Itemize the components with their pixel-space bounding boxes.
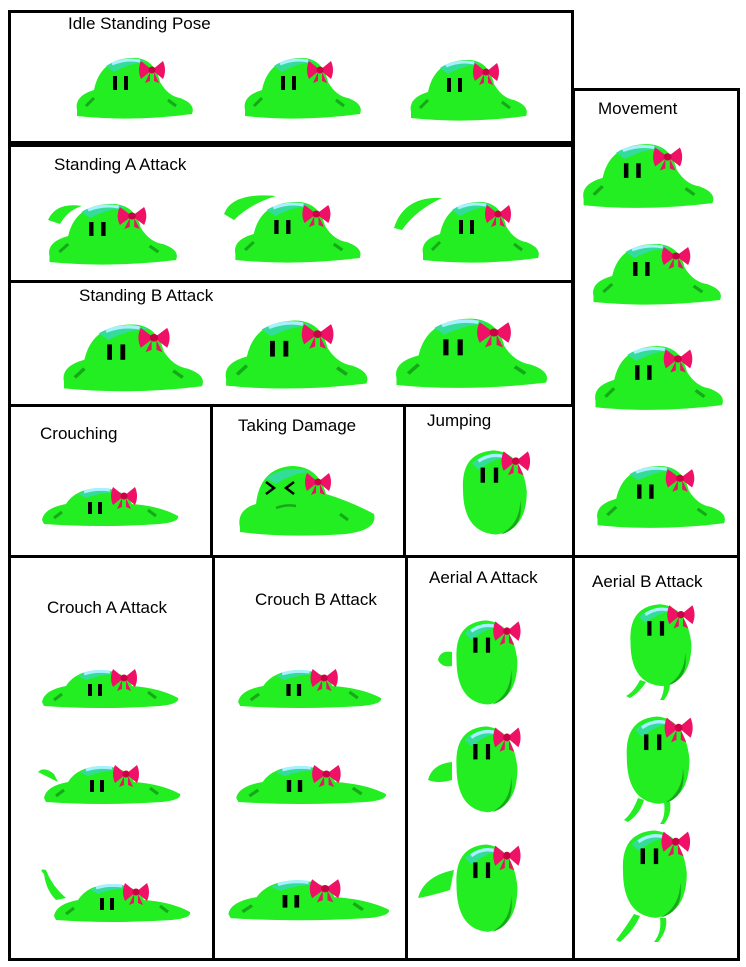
standing-b-frame-3-sprite: [390, 312, 550, 392]
aerial-b-frame-1-sprite: [626, 600, 710, 700]
standing-b-frame-1-sprite: [58, 318, 208, 394]
movement-frame-2-sprite: [588, 238, 728, 312]
crouching-sprite: [40, 482, 182, 530]
jumping-sprite: [452, 446, 536, 540]
standing-a-frame-3-sprite: [394, 197, 544, 268]
label-standing-a: Standing A Attack: [54, 155, 187, 174]
crouch-b-frame-3-sprite: [226, 874, 394, 926]
idle-frame-1-sprite: [72, 52, 198, 124]
damage-sprite: [239, 466, 375, 536]
label-damage: Taking Damage: [238, 416, 357, 435]
movement-frame-1-sprite: [578, 138, 720, 216]
label-jumping: Jumping: [427, 411, 492, 430]
crouch-a-frame-3-sprite: [41, 869, 198, 930]
movement-frame-3-sprite: [590, 340, 732, 416]
idle-frame-2-sprite: [240, 52, 366, 124]
label-aerial-b: Aerial B Attack: [592, 572, 703, 591]
label-crouch-b: Crouch B Attack: [255, 590, 377, 609]
label-crouch-a: Crouch A Attack: [47, 598, 168, 617]
aerial-a-frame-3-sprite: [418, 836, 536, 936]
standing-b-frame-2-sprite: [220, 314, 372, 392]
label-idle: Idle Standing Pose: [68, 14, 211, 33]
standing-a-frame-2-sprite: [224, 195, 372, 268]
idle-frame-3-sprite: [406, 54, 532, 126]
movement-frame-4-sprite: [592, 460, 732, 536]
aerial-b-frame-3-sprite: [616, 826, 708, 942]
label-movement: Movement: [598, 99, 678, 118]
crouch-a-frame-1-sprite: [40, 664, 182, 712]
crouch-b-frame-2-sprite: [234, 760, 390, 808]
label-crouching: Crouching: [40, 424, 118, 443]
aerial-b-frame-2-sprite: [624, 712, 710, 824]
standing-a-frame-1-sprite: [38, 198, 183, 270]
crouch-b-frame-1-sprite: [236, 664, 386, 712]
aerial-a-frame-2-sprite: [428, 722, 536, 818]
crouch-a-frame-2-sprite: [38, 756, 188, 808]
aerial-a-frame-1-sprite: [438, 616, 536, 710]
label-aerial-a: Aerial A Attack: [429, 568, 538, 587]
label-standing-b: Standing B Attack: [79, 286, 214, 305]
